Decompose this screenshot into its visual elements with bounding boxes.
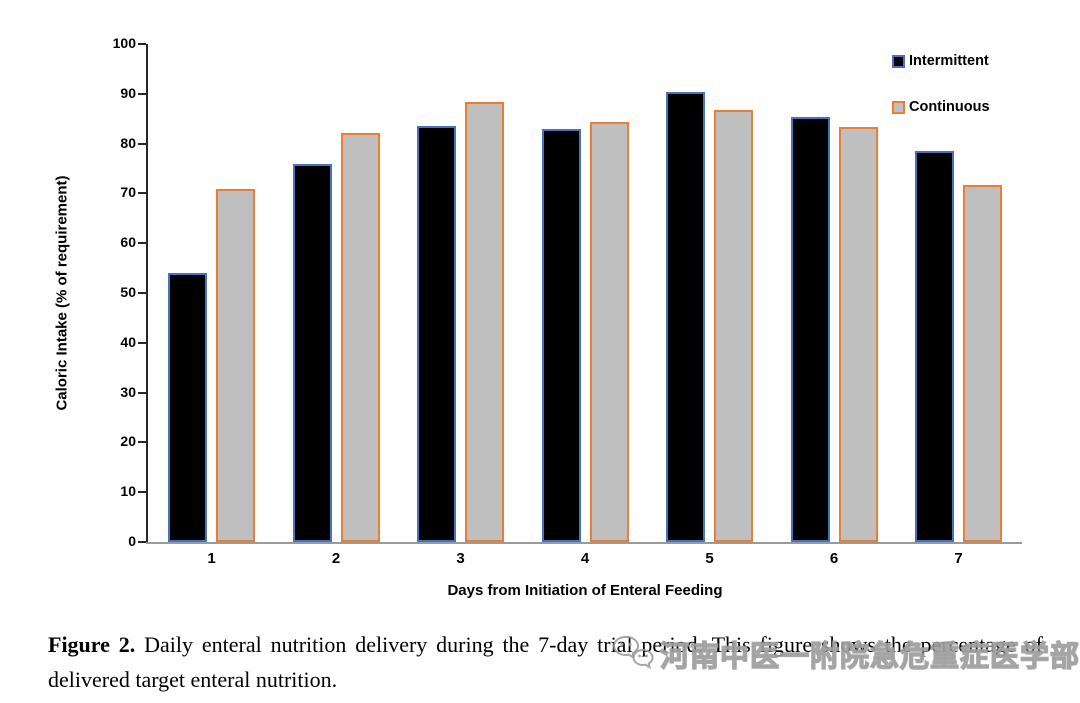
- y-tick-mark: [138, 92, 146, 95]
- x-tick-label: 3: [456, 550, 465, 567]
- caption-text: Daily enteral nutrition delivery during …: [48, 632, 1043, 692]
- x-axis-line: [146, 542, 1022, 544]
- bar-continuous-day-1: [216, 189, 255, 542]
- y-tick-label: 50: [120, 284, 136, 300]
- y-tick-mark: [138, 491, 146, 494]
- x-tick-label: 6: [829, 550, 839, 567]
- y-tick-label: 80: [120, 134, 136, 151]
- bar-intermittent-day-7: [915, 151, 954, 542]
- bar-intermittent-day-1: [168, 273, 207, 542]
- y-tick-label: 20: [120, 433, 136, 450]
- y-tick-mark: [138, 142, 146, 145]
- bar-continuous-day-5: [714, 110, 753, 542]
- legend-item-continuous: Continuous: [892, 99, 990, 115]
- bar-intermittent-day-6: [790, 117, 830, 542]
- legend: Intermittent Continuous: [892, 53, 990, 115]
- bar-continuous-day-2: [340, 133, 380, 542]
- x-tick-label: 4: [580, 550, 590, 567]
- x-tick-label: 7: [954, 550, 963, 567]
- bar-continuous-day-3: [465, 102, 504, 542]
- bar-continuous-day-6: [838, 127, 878, 542]
- bar-intermittent-day-5: [666, 92, 705, 542]
- plot-area: Intermittent Continuous 0 10 20 30 40 50 60 70 80…: [113, 35, 1022, 567]
- y-tick-label: 40: [120, 333, 136, 350]
- y-tick-label: 70: [120, 184, 136, 201]
- y-tick-label: 100: [112, 35, 136, 51]
- x-axis-title: Days from Initiation of Enteral Feeding: [447, 582, 723, 599]
- bar-continuous-day-4: [589, 122, 629, 542]
- bar-continuous-day-7: [963, 185, 1002, 542]
- y-tick-mark: [138, 292, 146, 294]
- y-tick-mark: [138, 441, 146, 444]
- y-axis-title: Caloric Intake (% of requirement): [53, 175, 71, 411]
- y-tick-label: 10: [120, 483, 136, 500]
- y-tick-label: 60: [120, 234, 136, 251]
- legend-marker-icon: [892, 100, 905, 114]
- legend-marker-icon: [892, 54, 905, 68]
- legend-item-intermittent: Intermittent: [892, 53, 990, 69]
- y-tick-label: 0: [128, 533, 136, 549]
- bar-intermittent-day-3: [417, 126, 456, 542]
- y-tick-mark: [138, 391, 146, 394]
- y-tick-mark: [138, 43, 146, 45]
- y-tick-mark: [138, 341, 146, 344]
- legend-label: Intermittent: [909, 53, 989, 69]
- y-tick-label: 90: [120, 84, 136, 101]
- caption: Figure 2. Daily enteral nutrition delive…: [48, 627, 1043, 697]
- x-tick-label: 2: [331, 550, 341, 567]
- x-tick-label: 1: [207, 550, 216, 567]
- x-tick-label: 5: [705, 550, 714, 567]
- y-tick-label: 30: [120, 383, 136, 400]
- y-axis-line: [146, 44, 148, 544]
- bar-intermittent-day-4: [541, 129, 581, 542]
- y-tick-mark: [138, 192, 146, 195]
- legend-label: Continuous: [909, 99, 990, 115]
- y-tick-mark: [138, 242, 146, 245]
- bar-intermittent-day-2: [292, 164, 332, 542]
- y-tick-mark: [138, 541, 146, 543]
- caption-label: Figure 2.: [48, 632, 136, 657]
